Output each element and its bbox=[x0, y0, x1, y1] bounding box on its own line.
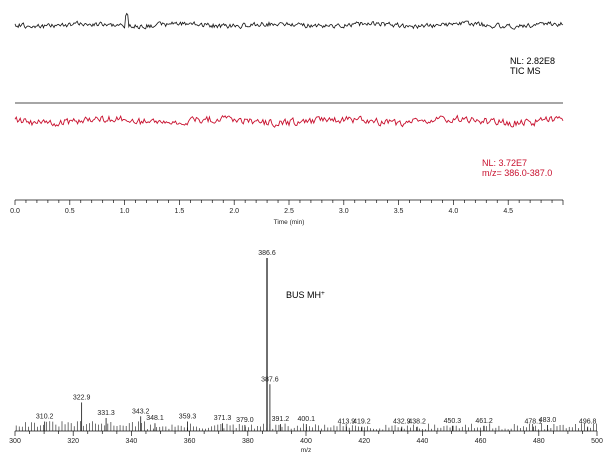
mz-axis-label: m/z bbox=[301, 447, 311, 454]
time-tick-label: 0.5 bbox=[65, 208, 75, 215]
sim-nl-label: NL: 3.72E7 bbox=[482, 158, 527, 168]
peak-label: 386.6 bbox=[258, 250, 276, 257]
peak-label: 310.2 bbox=[36, 413, 54, 420]
peak-label: 461.2 bbox=[475, 418, 493, 425]
peak-label: 400.1 bbox=[298, 416, 316, 423]
peak-label: 371.3 bbox=[214, 415, 232, 422]
mz-tick-label: 320 bbox=[67, 438, 79, 445]
mz-tick-label: 500 bbox=[591, 438, 603, 445]
peak-label: 483.0 bbox=[539, 417, 557, 424]
time-tick-label: 3.5 bbox=[394, 208, 404, 215]
mz-tick-label: 400 bbox=[300, 438, 312, 445]
peak-label: 450.3 bbox=[444, 418, 462, 425]
peak-label: 496.8 bbox=[579, 419, 597, 426]
time-tick-label: 4.0 bbox=[449, 208, 459, 215]
peak-label: 359.3 bbox=[179, 413, 197, 420]
peak-label: 331.3 bbox=[97, 410, 115, 417]
chromatogram-panel: NL: 2.82E8 TIC MS NL: 3.72E7 m/z= 386.0-… bbox=[10, 12, 564, 226]
sim-trace bbox=[14, 114, 564, 128]
time-tick-label: 1.0 bbox=[120, 208, 130, 215]
peak-label: 413.9 bbox=[338, 419, 356, 426]
tic-trace bbox=[14, 12, 564, 30]
time-tick-label: 2.0 bbox=[229, 208, 239, 215]
mz-tick-label: 380 bbox=[242, 438, 254, 445]
peak-label: 432.9 bbox=[393, 419, 411, 426]
mz-tick-label: 460 bbox=[475, 438, 487, 445]
tic-nl-label: NL: 2.82E8 bbox=[510, 56, 555, 66]
time-tick-label: 3.0 bbox=[339, 208, 349, 215]
time-tick-label: 0.0 bbox=[10, 208, 20, 215]
time-tick-label: 1.5 bbox=[175, 208, 185, 215]
compound-annotation-base: BUS MH bbox=[286, 290, 321, 300]
mz-tick-label: 480 bbox=[533, 438, 545, 445]
mz-axis-ticks: 300 320 340 360 380 400 420 440 460 480 500 bbox=[9, 431, 603, 445]
time-tick-label: 4.5 bbox=[503, 208, 513, 215]
peak-label: 379.0 bbox=[236, 417, 254, 424]
peak-label: 419.2 bbox=[353, 419, 371, 426]
mz-tick-label: 420 bbox=[358, 438, 370, 445]
peak-label: 322.9 bbox=[73, 394, 91, 401]
compound-annotation-sup: + bbox=[321, 290, 325, 297]
mz-tick-label: 300 bbox=[9, 438, 21, 445]
tic-scan-label: TIC MS bbox=[510, 66, 541, 76]
peak-label: 391.2 bbox=[272, 416, 290, 423]
spectrum-peaks bbox=[44, 258, 589, 431]
sim-range-label: m/z= 386.0-387.0 bbox=[482, 168, 552, 178]
compound-annotation: BUS MH+ bbox=[286, 290, 325, 301]
mz-tick-label: 440 bbox=[417, 438, 429, 445]
mz-tick-label: 340 bbox=[126, 438, 138, 445]
time-tick-label: 2.5 bbox=[284, 208, 294, 215]
peak-label: 478.1 bbox=[525, 419, 543, 426]
mz-tick-label: 360 bbox=[184, 438, 196, 445]
peak-label: 343.2 bbox=[132, 408, 150, 415]
peak-label: 438.2 bbox=[408, 419, 426, 426]
peak-label: 387.6 bbox=[261, 376, 279, 383]
time-axis-ticks: 0.0 0.5 1.0 1.5 2.0 2.5 3.0 3.5 4.0 4.5 bbox=[10, 200, 564, 215]
peak-label: 348.1 bbox=[146, 415, 164, 422]
time-axis-label: Time (min) bbox=[274, 219, 305, 226]
